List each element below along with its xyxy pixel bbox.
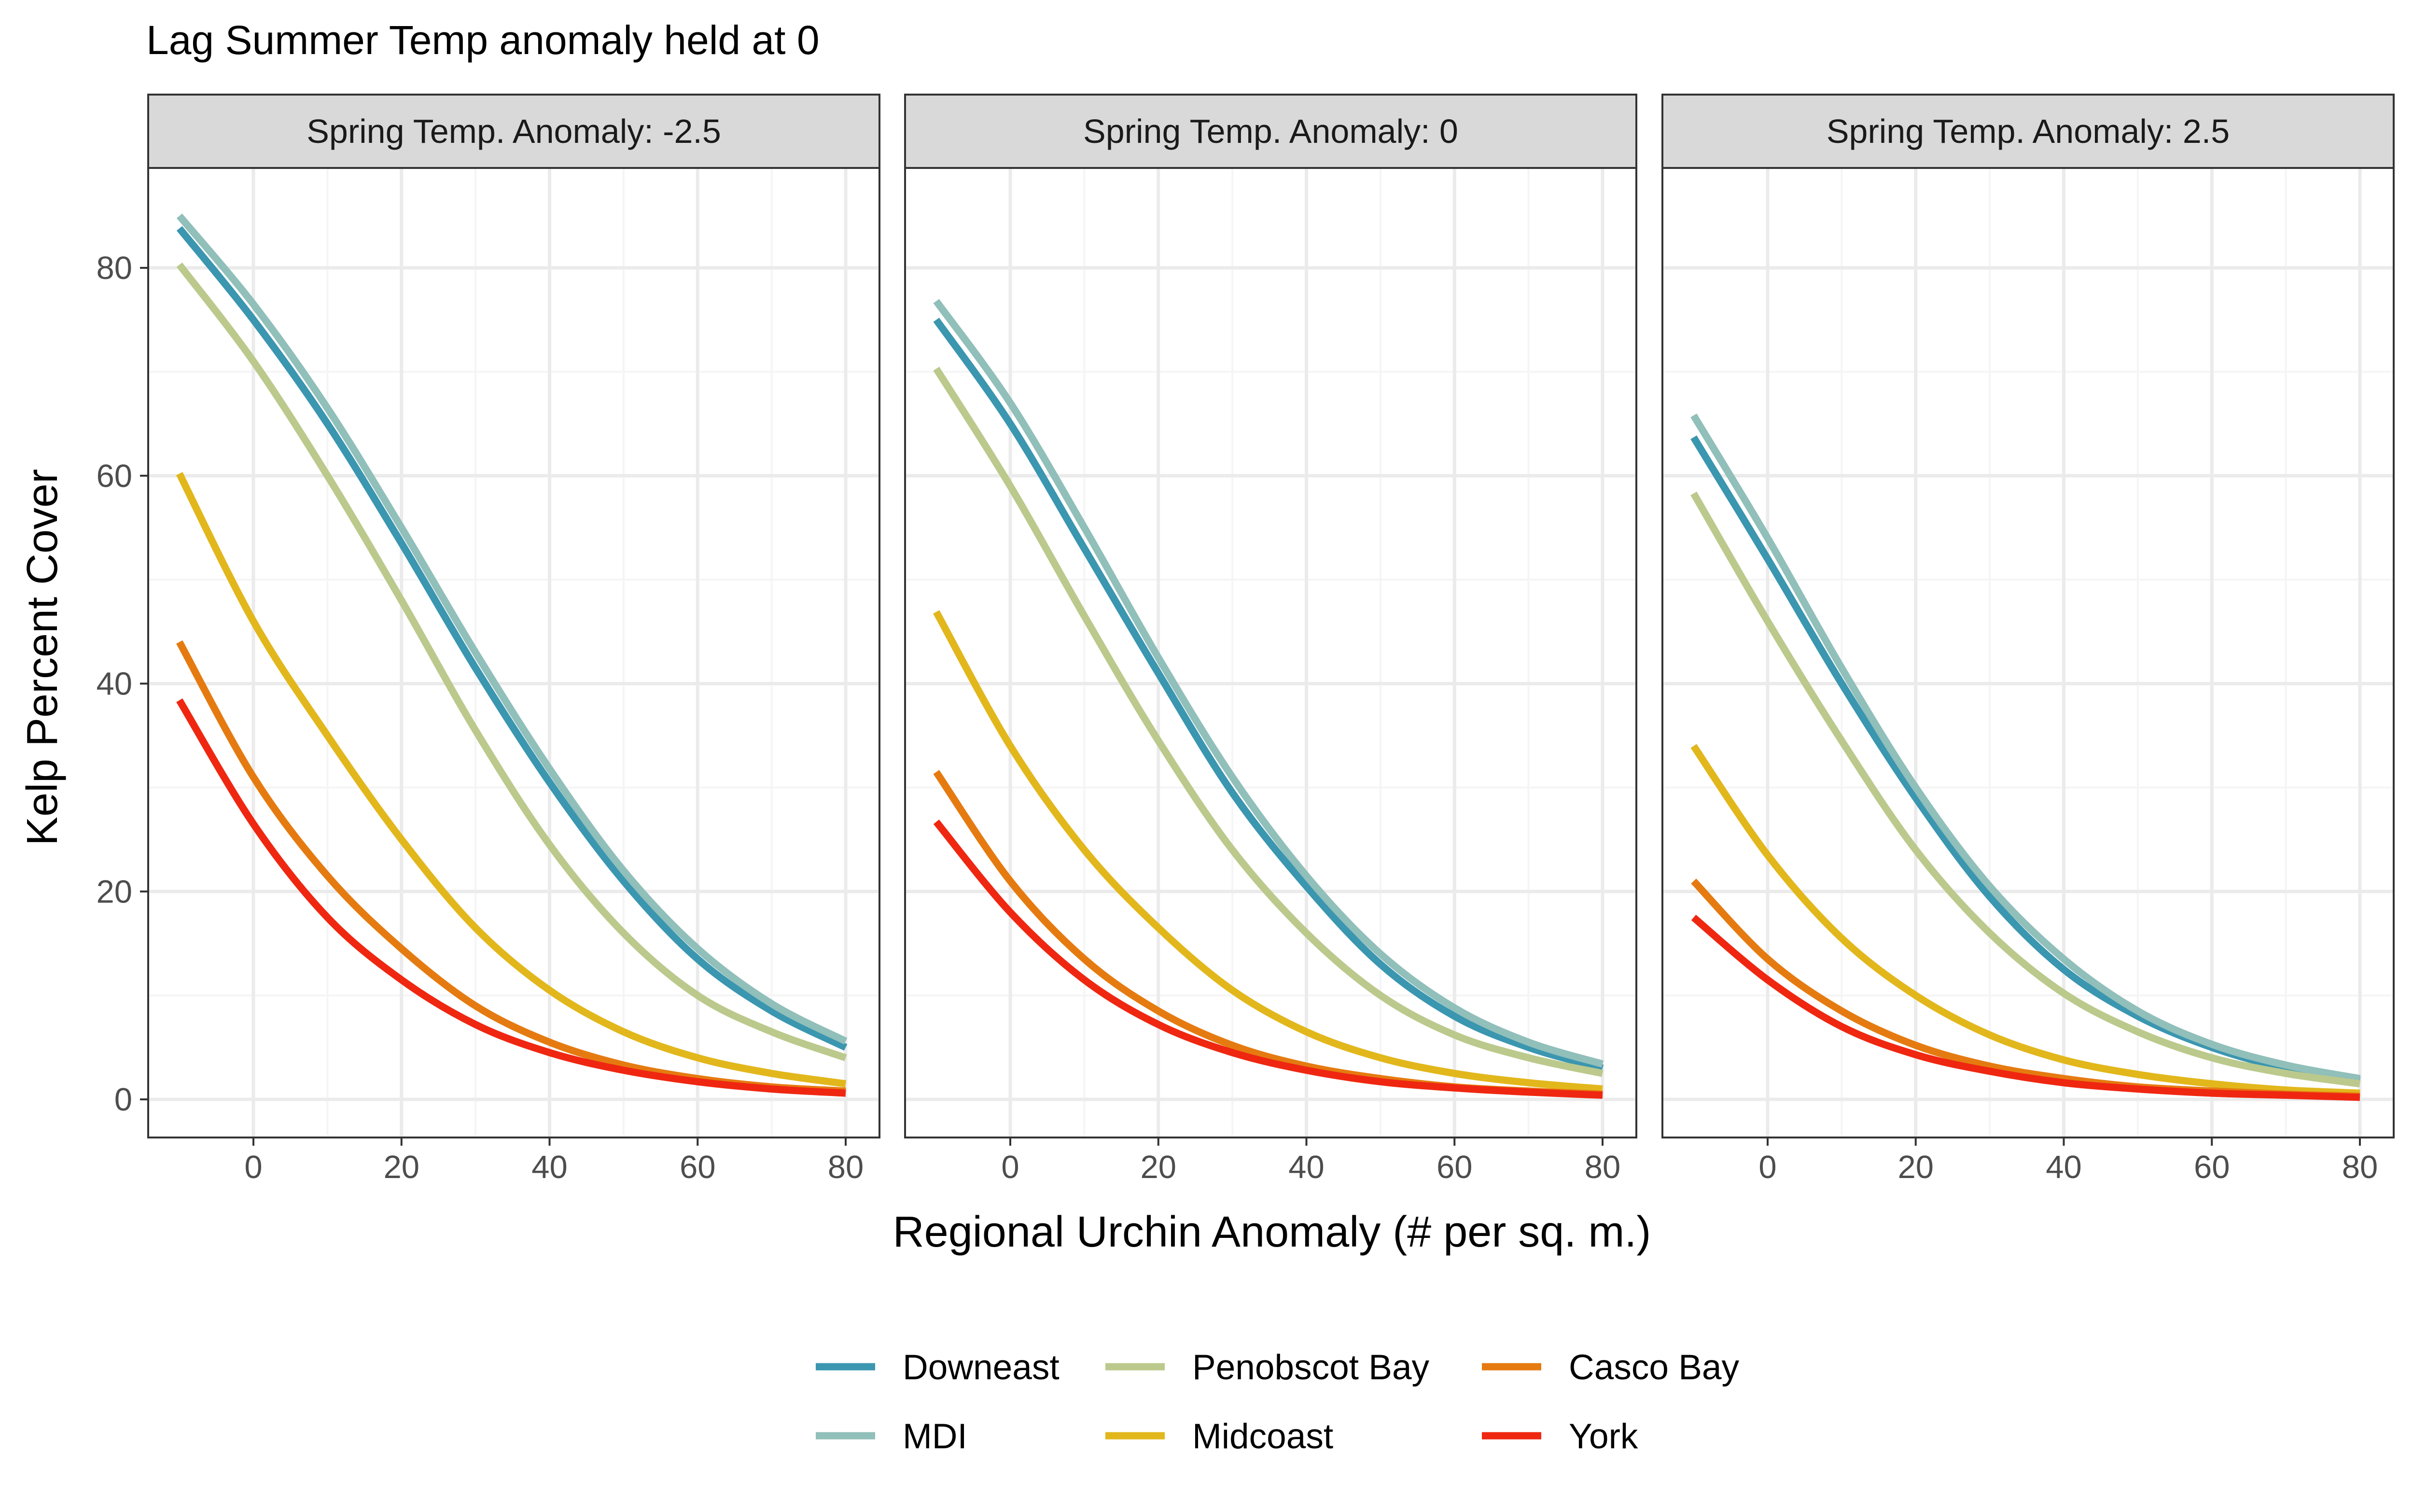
x-axis-ticks: 0 20 40 60 80 [1001,1137,1620,1185]
series-line-downeast [933,318,1604,1072]
x-tick-label: 40 [531,1149,568,1185]
series-line-penobscot-bay [933,366,1604,1077]
series-lines [933,299,1604,1099]
facet-strip [147,94,880,169]
legend-label: MDI [903,1417,967,1456]
x-tick-label: 40 [2046,1149,2082,1185]
x-tick-label: 20 [383,1149,419,1185]
legend-item-mdi: MDI [816,1417,967,1456]
legend: Downeast MDI Penobscot Bay Midcoast Casco Ba… [816,1348,1739,1456]
legend-item-casco-bay: Casco Bay [1482,1348,1739,1387]
x-axis-ticks: 0 20 40 60 80 [1758,1137,2378,1185]
x-tick-label: 80 [2342,1149,2378,1185]
series-line-penobscot-bay [176,262,847,1061]
facet-strip [1661,94,2395,169]
x-tick-label: 60 [1437,1149,1473,1185]
series-line-penobscot-bay [1690,491,2361,1088]
panels: Spring Temp. Anomaly: -2.5 0 20 40 60 80 0 20 40… [96,94,2395,1185]
x-axis-title: Regional Urchin Anomaly (# per sq. m.) [893,1208,1651,1256]
facet-strip [904,94,1637,169]
legend-label: Casco Bay [1569,1348,1739,1387]
y-axis-ticks: 0 20 40 60 80 [96,250,148,1118]
legend-item-downeast: Downeast [816,1348,1060,1387]
legend-label: Midcoast [1192,1417,1333,1456]
y-tick-label: 0 [114,1082,132,1118]
legend-label: Penobscot Bay [1192,1348,1430,1387]
x-tick-label: 0 [244,1149,262,1185]
series-lines [176,213,848,1097]
x-tick-label: 20 [1140,1149,1176,1185]
series-line-mdi [933,299,1604,1068]
y-axis-title: Kelp Percent Cover [18,469,67,846]
series-line-mdi [176,213,848,1045]
y-tick-label: 60 [96,458,132,494]
series-line-downeast [176,226,848,1051]
legend-item-penobscot-bay: Penobscot Bay [1105,1348,1430,1387]
x-tick-label: 60 [680,1149,716,1185]
facet-strip-label: Spring Temp. Anomaly: 0 [1083,112,1458,150]
series-line-york [933,819,1603,1099]
facet-strip-label: Spring Temp. Anomaly: 2.5 [1827,112,2230,150]
series-line-york [176,698,846,1097]
x-tick-label: 60 [2194,1149,2230,1185]
series-line-york [1691,915,2360,1101]
y-tick-label: 20 [96,874,132,910]
legend-item-york: York [1482,1417,1638,1456]
panel-background [905,168,1636,1137]
x-tick-label: 40 [1288,1149,1325,1185]
legend-label: York [1569,1417,1638,1456]
facet-strip-label: Spring Temp. Anomaly: -2.5 [307,112,721,150]
legend-item-midcoast: Midcoast [1105,1417,1333,1456]
panel-background [1662,168,2394,1137]
y-tick-label: 40 [96,666,132,702]
series-line-midcoast [1690,744,2360,1097]
chart-title: Lag Summer Temp anomaly held at 0 [146,17,820,63]
legend-label: Downeast [903,1348,1060,1387]
x-tick-label: 0 [1001,1149,1019,1185]
x-tick-label: 20 [1897,1149,1934,1185]
panel-3: Spring Temp. Anomaly: 2.5 0 20 40 60 80 [1661,94,2395,1185]
x-tick-label: 80 [1585,1149,1621,1185]
panel-1: Spring Temp. Anomaly: -2.5 0 20 40 60 80 0 20 40… [96,94,880,1185]
panel-2: Spring Temp. Anomaly: 0 0 20 40 60 80 [904,94,1637,1185]
x-tick-label: 80 [828,1149,864,1185]
series-line-midcoast [933,610,1603,1093]
series-line-midcoast [176,472,847,1088]
x-tick-label: 0 [1758,1149,1776,1185]
y-tick-label: 80 [96,250,132,286]
x-axis-ticks: 0 20 40 60 80 [244,1137,864,1185]
series-line-mdi [1690,413,2361,1082]
series-lines [1690,413,2361,1101]
grid [1662,168,2394,1137]
